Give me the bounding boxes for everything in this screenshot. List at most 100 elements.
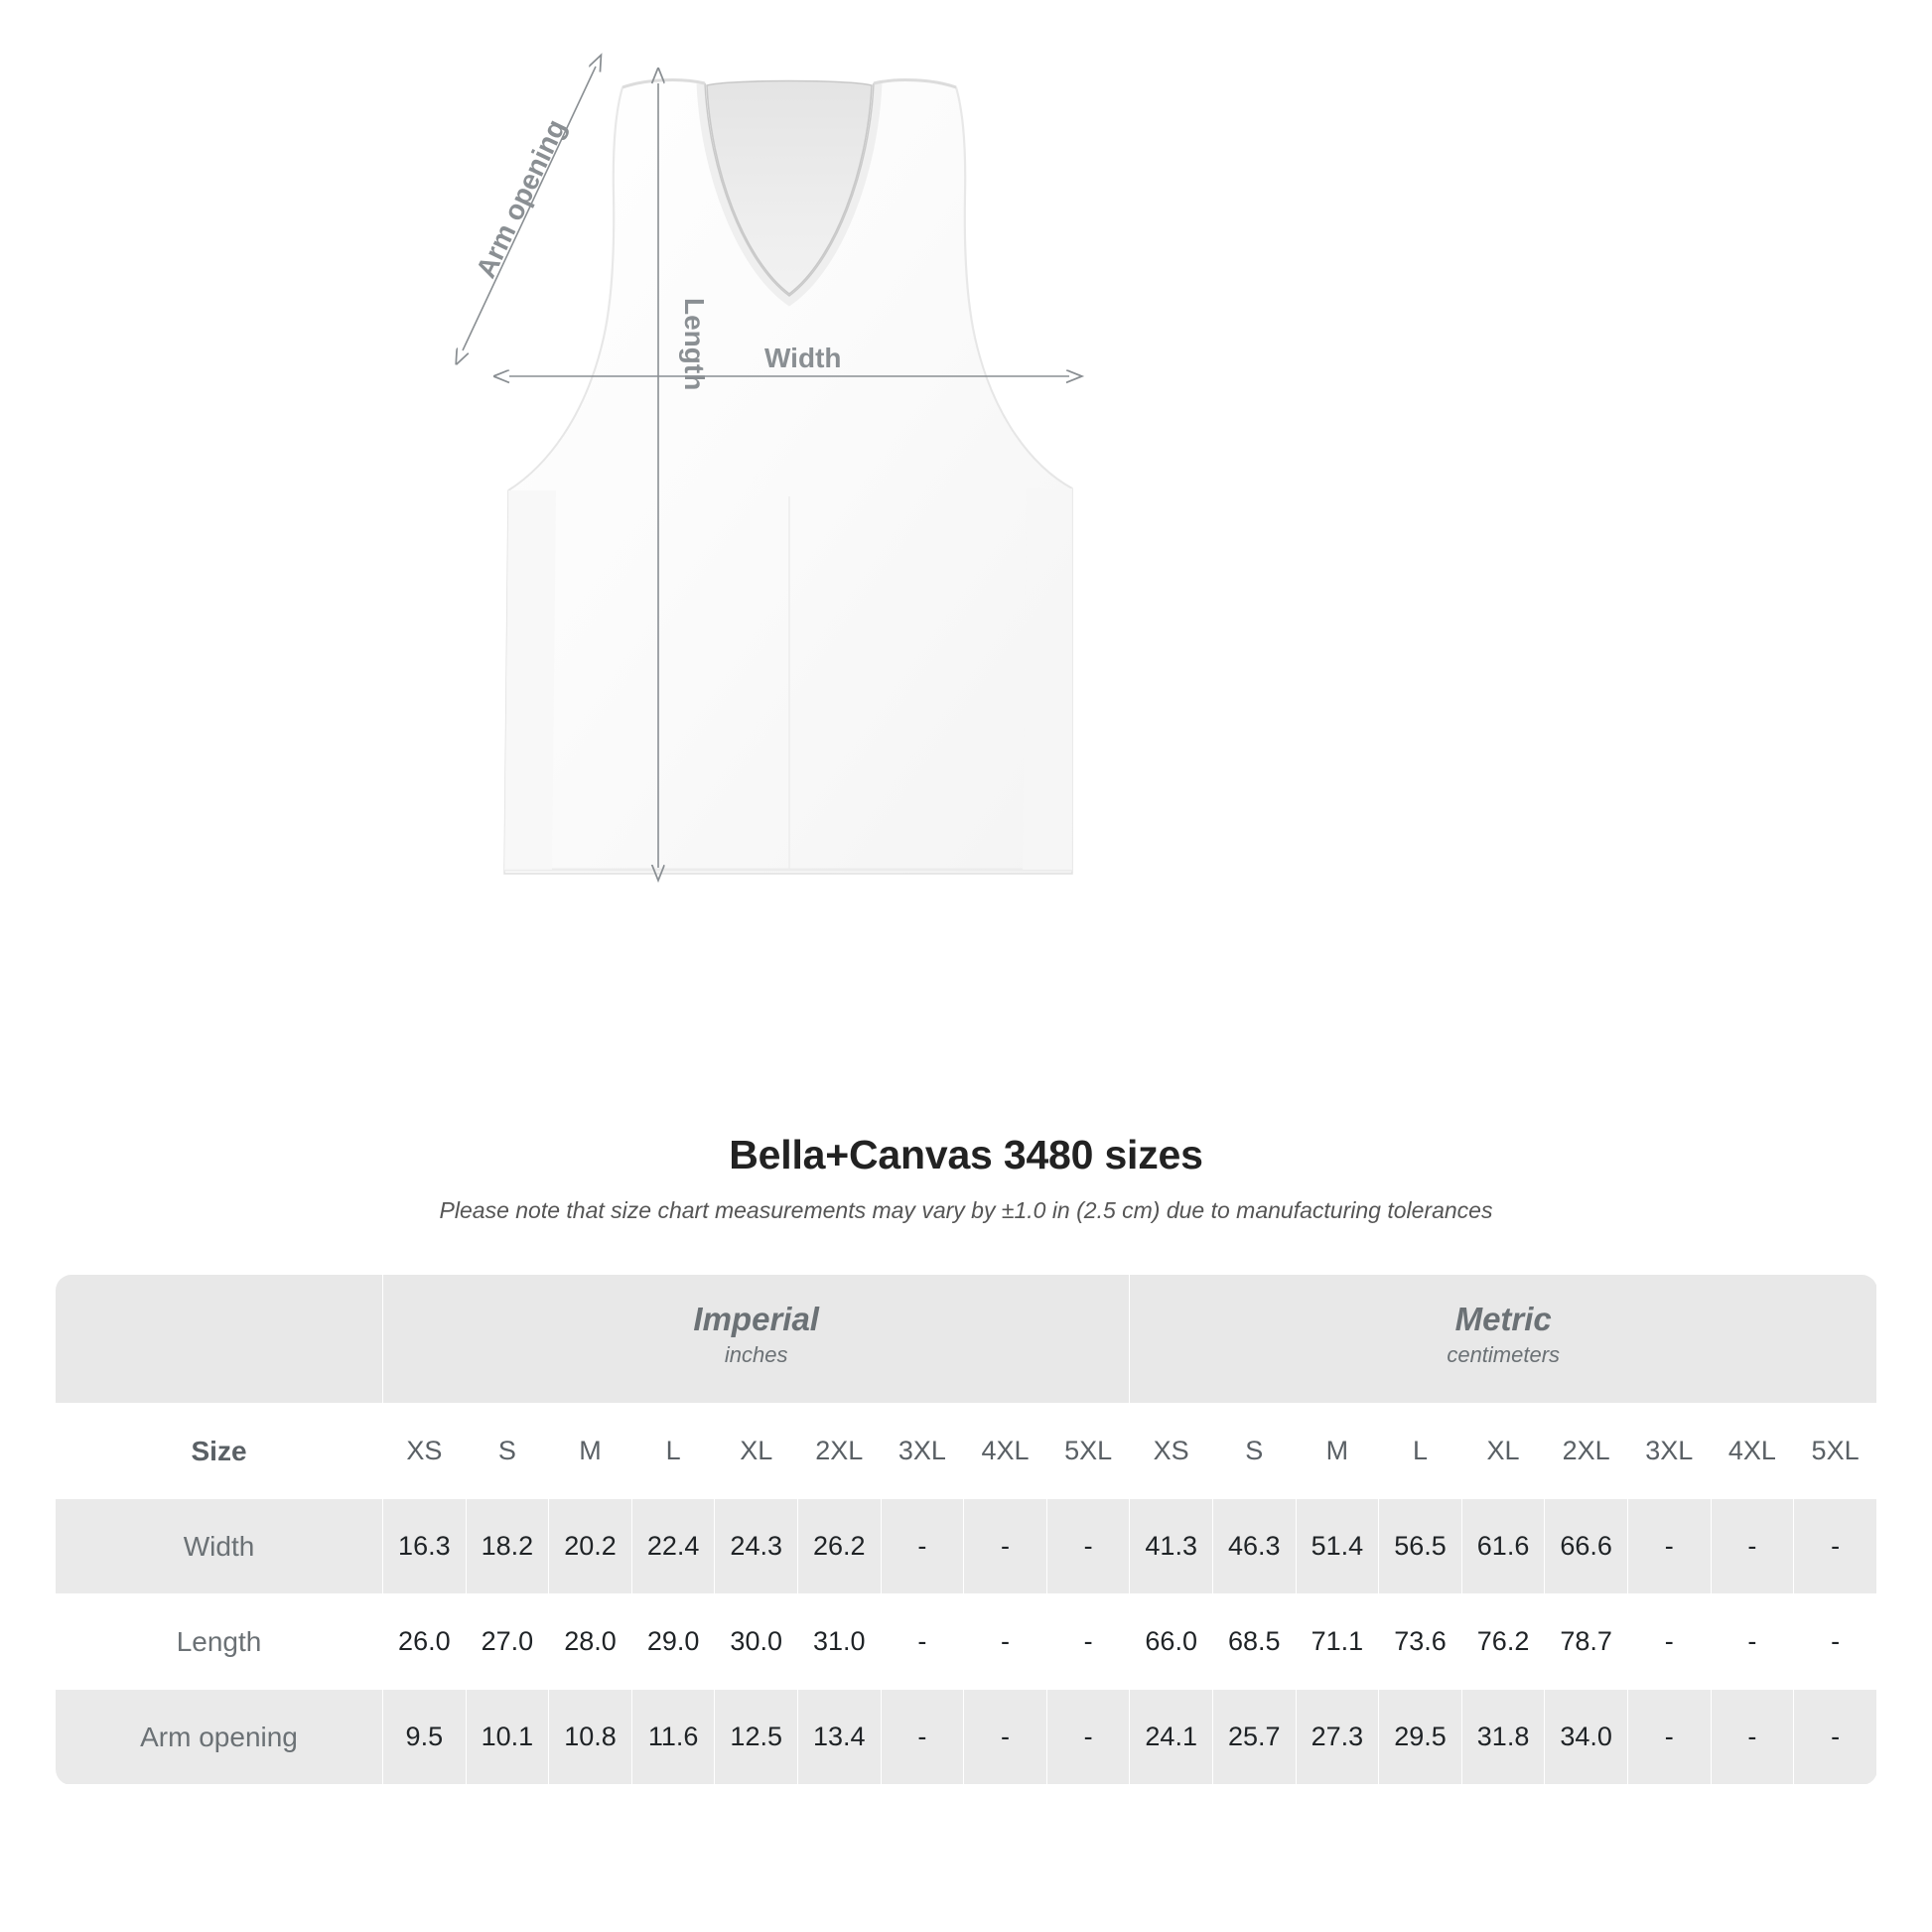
cell-length-imp-2xl: 31.0	[797, 1593, 882, 1690]
tolerance-note: Please note that size chart measurements…	[439, 1197, 1493, 1224]
cell-length-imp-s: 27.0	[465, 1593, 550, 1690]
width-guide: Width	[509, 343, 1069, 376]
right-armhole-curve	[974, 337, 1073, 489]
cell-width-imp-2xl: 26.2	[797, 1498, 882, 1594]
header-size-imp-4xl: 4XL	[963, 1403, 1047, 1499]
row-label-arm-opening: Arm opening	[54, 1689, 384, 1785]
cell-length-met-3xl: -	[1626, 1593, 1712, 1690]
cell-length-imp-xl: 30.0	[714, 1593, 798, 1690]
unit-group-imperial: Imperial inches	[382, 1274, 1131, 1404]
table-row: Width 16.3 18.2 20.2 22.4 24.3 26.2 - - …	[54, 1498, 1877, 1594]
left-strap-edge	[602, 86, 624, 339]
cell-arm-met-m: 27.3	[1295, 1689, 1380, 1785]
cell-width-met-l: 56.5	[1378, 1498, 1462, 1594]
cell-length-imp-l: 29.0	[630, 1593, 716, 1690]
cell-length-met-xl: 76.2	[1460, 1593, 1546, 1690]
cell-length-met-5xl: -	[1793, 1593, 1877, 1690]
row-label-width: Width	[54, 1498, 384, 1594]
metric-label: Metric	[1454, 1301, 1552, 1338]
inner-back-panel	[706, 79, 873, 296]
imperial-unit: inches	[724, 1342, 788, 1368]
cell-arm-imp-l: 11.6	[630, 1689, 716, 1785]
header-size-imp-s: S	[465, 1403, 550, 1499]
cell-width-met-3xl: -	[1626, 1498, 1712, 1594]
neckline-binding	[696, 82, 883, 307]
width-label: Width	[764, 343, 842, 373]
arm-opening-label: Arm opening	[470, 114, 571, 282]
cell-arm-imp-2xl: 13.4	[797, 1689, 882, 1785]
cell-length-met-2xl: 78.7	[1544, 1593, 1628, 1690]
cell-arm-met-2xl: 34.0	[1544, 1689, 1628, 1785]
metric-unit: centimeters	[1447, 1342, 1561, 1368]
neckline-seam	[704, 82, 875, 297]
header-size-imp-5xl: 5XL	[1045, 1403, 1131, 1499]
left-shadow	[504, 490, 556, 870]
cell-length-met-xs: 66.0	[1129, 1593, 1213, 1690]
cell-width-met-xl: 61.6	[1460, 1498, 1546, 1594]
cell-arm-met-3xl: -	[1626, 1689, 1712, 1785]
unit-banner-spacer	[54, 1274, 384, 1404]
cell-length-met-m: 71.1	[1295, 1593, 1380, 1690]
tank-top-body	[503, 78, 1073, 875]
cell-length-met-s: 68.5	[1211, 1593, 1297, 1690]
cell-width-met-m: 51.4	[1295, 1498, 1380, 1594]
cell-length-imp-3xl: -	[880, 1593, 965, 1690]
cell-arm-imp-4xl: -	[963, 1689, 1047, 1785]
right-strap-edge	[954, 86, 977, 339]
cell-width-met-s: 46.3	[1211, 1498, 1297, 1594]
table-row: Arm opening 9.5 10.1 10.8 11.6 12.5 13.4…	[54, 1689, 1877, 1785]
cell-width-met-2xl: 66.6	[1544, 1498, 1628, 1594]
header-size-met-xl: XL	[1460, 1403, 1546, 1499]
header-size-met-m: M	[1295, 1403, 1380, 1499]
cell-arm-imp-xs: 9.5	[382, 1689, 467, 1785]
cell-length-met-l: 73.6	[1378, 1593, 1462, 1690]
cell-width-imp-4xl: -	[963, 1498, 1047, 1594]
cell-arm-met-s: 25.7	[1211, 1689, 1297, 1785]
header-size-imp-m: M	[548, 1403, 632, 1499]
size-header-row: Size XS S M L XL 2XL 3XL 4XL 5XL XS S M …	[54, 1403, 1877, 1499]
right-shadow	[1023, 488, 1072, 870]
size-chart-table: Imperial inches Metric centimeters Size …	[54, 1274, 1877, 1785]
header-size-imp-3xl: 3XL	[880, 1403, 965, 1499]
cell-arm-imp-m: 10.8	[548, 1689, 632, 1785]
cell-arm-met-xl: 31.8	[1460, 1689, 1546, 1785]
header-size-imp-xs: XS	[382, 1403, 467, 1499]
cell-width-met-4xl: -	[1710, 1498, 1795, 1594]
row-label-length: Length	[54, 1593, 384, 1690]
header-size-imp-l: L	[630, 1403, 716, 1499]
header-size-label: Size	[54, 1403, 384, 1499]
cell-arm-met-xs: 24.1	[1129, 1689, 1213, 1785]
cell-width-imp-5xl: -	[1045, 1498, 1131, 1594]
header-size-met-3xl: 3XL	[1626, 1403, 1712, 1499]
unit-group-metric: Metric centimeters	[1129, 1274, 1877, 1404]
unit-banner-row: Imperial inches Metric centimeters	[54, 1274, 1877, 1404]
arm-opening-guide: Arm opening	[463, 67, 596, 350]
size-table-container: Imperial inches Metric centimeters Size …	[54, 1274, 1877, 1785]
cell-length-imp-m: 28.0	[548, 1593, 632, 1690]
cell-arm-imp-s: 10.1	[465, 1689, 550, 1785]
header-size-met-s: S	[1211, 1403, 1297, 1499]
cell-width-imp-m: 20.2	[548, 1498, 632, 1594]
table-row: Length 26.0 27.0 28.0 29.0 30.0 31.0 - -…	[54, 1593, 1877, 1690]
cell-arm-imp-xl: 12.5	[714, 1689, 798, 1785]
cell-width-imp-l: 22.4	[630, 1498, 716, 1594]
cell-arm-met-5xl: -	[1793, 1689, 1877, 1785]
cell-length-imp-4xl: -	[963, 1593, 1047, 1690]
header-size-met-2xl: 2XL	[1544, 1403, 1628, 1499]
cell-length-met-4xl: -	[1710, 1593, 1795, 1690]
page-title: Bella+Canvas 3480 sizes	[729, 1132, 1203, 1177]
chart-heading: Bella+Canvas 3480 sizes Please note that…	[0, 1132, 1932, 1226]
cell-arm-met-l: 29.5	[1378, 1689, 1462, 1785]
header-size-imp-2xl: 2XL	[797, 1403, 882, 1499]
garment-illustration: Length Width Arm opening	[0, 0, 1932, 1117]
arm-opening-arrow	[463, 67, 596, 350]
cell-width-imp-xl: 24.3	[714, 1498, 798, 1594]
cell-length-imp-xs: 26.0	[382, 1593, 467, 1690]
header-size-met-xs: XS	[1129, 1403, 1213, 1499]
cell-length-imp-5xl: -	[1045, 1593, 1131, 1690]
cell-width-imp-3xl: -	[880, 1498, 965, 1594]
cell-arm-imp-3xl: -	[880, 1689, 965, 1785]
cell-width-met-5xl: -	[1793, 1498, 1877, 1594]
cell-width-imp-s: 18.2	[465, 1498, 550, 1594]
